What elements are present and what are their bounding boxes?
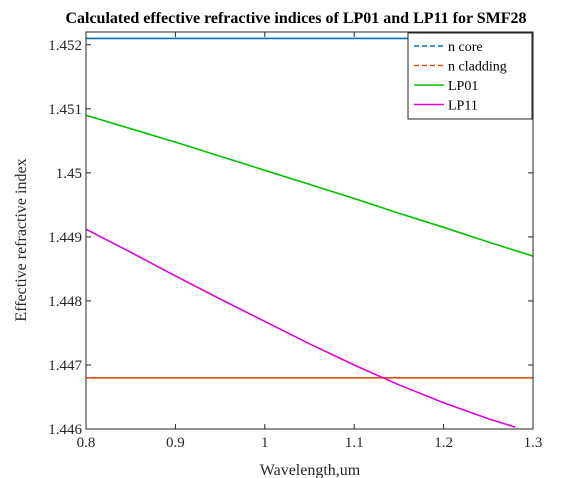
plot-frame bbox=[85, 31, 534, 430]
x-axis-label: Wavelength,um bbox=[260, 462, 361, 478]
series-line-lp01 bbox=[85, 114, 534, 257]
y-tick-label: 1.449 bbox=[48, 230, 82, 246]
x-tick-label: 0.8 bbox=[77, 435, 96, 451]
chart-title: Calculated effective refractive indices … bbox=[65, 10, 526, 27]
y-axis-label: Effective refractive index bbox=[13, 158, 30, 321]
x-tick-label: 1.2 bbox=[434, 435, 453, 451]
x-tick-label: 1.1 bbox=[345, 435, 364, 451]
legend: n core n cladding LP01 LP11 bbox=[407, 32, 533, 120]
legend-label: LP11 bbox=[448, 99, 478, 114]
y-tick-label: 1.447 bbox=[48, 358, 82, 374]
legend-label: n core bbox=[448, 40, 483, 55]
legend-label: n cladding bbox=[448, 60, 507, 75]
y-tick-label: 1.452 bbox=[48, 38, 82, 54]
y-axis: 1.446 1.447 1.448 1.449 1.45 1.451 1.452 bbox=[48, 38, 533, 438]
y-tick-label: 1.451 bbox=[48, 102, 82, 118]
y-tick-label: 1.446 bbox=[48, 422, 82, 438]
y-tick-label: 1.45 bbox=[56, 166, 82, 182]
series-line-lp11 bbox=[85, 228, 516, 428]
x-tick-label: 1 bbox=[261, 435, 269, 451]
x-tick-label: 0.9 bbox=[166, 435, 185, 451]
x-tick-label: 1.3 bbox=[524, 435, 543, 451]
y-tick-label: 1.448 bbox=[48, 294, 82, 310]
legend-label: LP01 bbox=[448, 79, 478, 94]
